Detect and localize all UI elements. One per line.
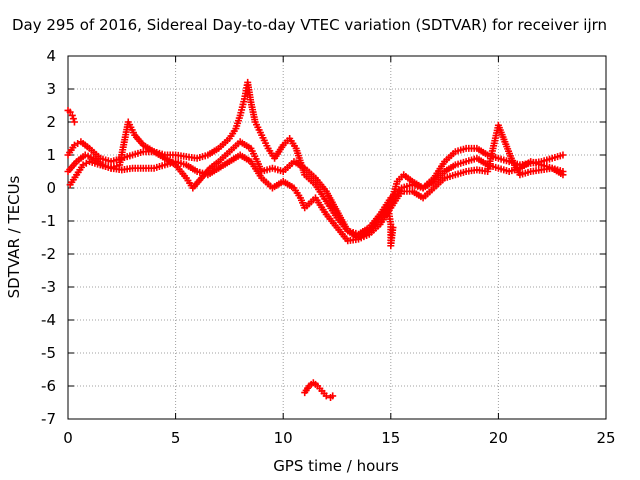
data-point (559, 151, 567, 159)
y-tick-label: 3 (46, 80, 56, 98)
y-tick-label: -2 (41, 245, 56, 263)
data-point (389, 224, 397, 232)
data-point (322, 392, 330, 400)
data-points (64, 78, 567, 402)
x-tick-label: 10 (274, 429, 293, 447)
x-tick-label: 5 (171, 429, 181, 447)
x-tick-label: 15 (381, 429, 400, 447)
y-tick-label: 4 (46, 47, 56, 65)
data-point (329, 392, 337, 400)
y-tick-label: 0 (46, 179, 56, 197)
y-axis: 4 3 2 1 0 -1 -2 -3 -4 -5 -6 -7 (41, 47, 606, 428)
x-axis-label: GPS time / hours (273, 457, 399, 475)
plot-frame (67, 55, 607, 420)
data-point (70, 118, 78, 126)
y-tick-label: -4 (41, 311, 56, 329)
y-axis-label: SDTVAR / TECUs (5, 175, 23, 298)
grid (68, 56, 606, 419)
series-isolated-low (301, 379, 337, 402)
y-tick-label: 1 (46, 146, 56, 164)
series-pre-dawn-high (64, 106, 78, 126)
x-tick-label: 25 (596, 429, 615, 447)
x-tick-label: 0 (63, 429, 73, 447)
y-tick-label: 2 (46, 113, 56, 131)
chart-title: Day 295 of 2016, Sidereal Day-to-day VTE… (12, 16, 607, 34)
series-spike-15h (385, 207, 397, 250)
y-tick-label: -6 (41, 377, 56, 395)
data-point (559, 171, 567, 179)
series-track-c (66, 121, 567, 245)
y-tick-label: -1 (41, 212, 56, 230)
data-point (68, 111, 76, 119)
y-tick-label: -5 (41, 344, 56, 362)
series-track-b (64, 118, 567, 238)
y-tick-label: -7 (41, 410, 56, 428)
y-tick-label: -3 (41, 278, 56, 296)
data-point (69, 115, 77, 123)
x-tick-label: 20 (489, 429, 508, 447)
x-axis: 0 5 10 15 20 25 (63, 56, 616, 447)
